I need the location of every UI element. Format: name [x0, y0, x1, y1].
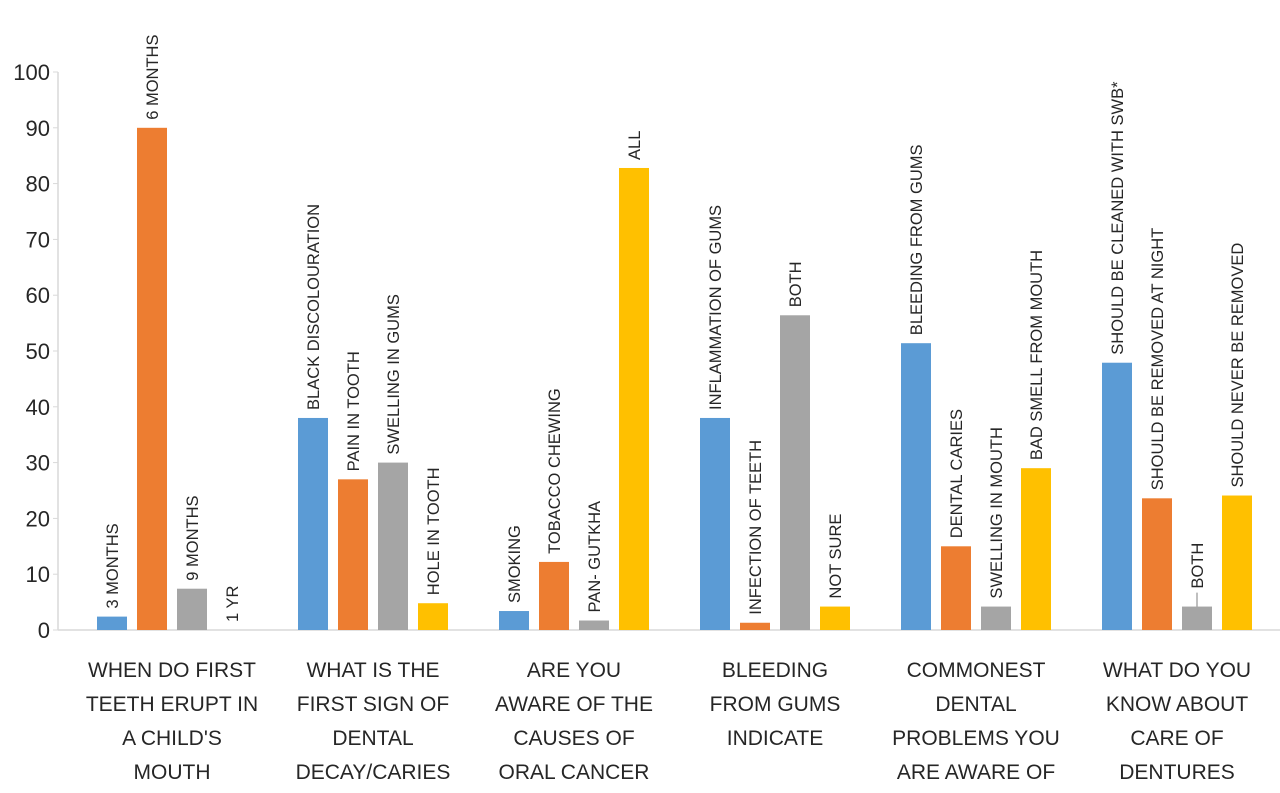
- bar: [1021, 468, 1051, 630]
- bar: [298, 417, 328, 630]
- y-tick-label: 50: [26, 339, 50, 364]
- y-tick-label: 100: [13, 60, 50, 85]
- bar-label: 6 MONTHS: [144, 35, 162, 120]
- bar: [137, 127, 167, 631]
- bar-label: SHOULD BE CLEANED WITH SWB*: [1109, 81, 1127, 355]
- y-tick-label: 60: [26, 283, 50, 308]
- category-label: MOUTH: [134, 761, 211, 784]
- y-tick-label: 80: [26, 172, 50, 197]
- bar-label: INFECTION OF TEETH: [747, 440, 765, 615]
- category-label: DENTAL: [332, 727, 413, 750]
- bar-label: SHOULD BE REMOVED AT NIGHT: [1149, 228, 1167, 491]
- category-label: PROBLEMS YOU: [892, 727, 1060, 750]
- bar-label: 9 MONTHS: [184, 495, 202, 580]
- bar-label: HOLE IN TOOTH: [425, 467, 443, 595]
- bar-label: SWELLING IN GUMS: [385, 294, 403, 454]
- category-label: A CHILD'S: [122, 727, 222, 750]
- bar: [820, 606, 850, 630]
- category-label: BLEEDING: [722, 659, 828, 682]
- bar: [338, 479, 368, 630]
- bar-label: INFLAMMATION OF GUMS: [707, 205, 725, 410]
- category-label: ORAL CANCER: [499, 761, 650, 784]
- y-tick-label: 20: [26, 506, 50, 531]
- category-label: DECAY/CARIES: [296, 761, 451, 784]
- bar: [941, 546, 971, 630]
- bar: [579, 620, 609, 630]
- category-label: WHEN DO FIRST: [88, 659, 256, 682]
- category-label: AWARE OF THE: [495, 693, 653, 716]
- category-label: FROM GUMS: [710, 693, 841, 716]
- category-label: INDICATE: [727, 727, 823, 750]
- bar: [97, 616, 127, 630]
- bar-label: BAD SMELL FROM MOUTH: [1028, 250, 1046, 460]
- bar-label: BLACK DISCOLOURATION: [305, 204, 323, 410]
- bar-label: BLEEDING FROM GUMS: [908, 145, 926, 336]
- category-label: ARE YOU: [527, 659, 621, 682]
- category-label: CARE OF: [1130, 727, 1223, 750]
- y-tick-label: 90: [26, 116, 50, 141]
- bar-label: 1 YR: [224, 586, 242, 622]
- y-tick-label: 10: [26, 562, 50, 587]
- bar-label: PAN- GUTKHA: [586, 501, 604, 613]
- bar: [418, 603, 448, 630]
- bar-label: SWELLING IN MOUTH: [988, 427, 1006, 598]
- category-label: WHAT IS THE: [306, 659, 439, 682]
- bar: [700, 417, 730, 630]
- category-label: CAUSES OF: [513, 727, 634, 750]
- category-label: COMMONEST: [907, 659, 1046, 682]
- bar: [378, 462, 408, 630]
- y-tick-label: 0: [38, 618, 50, 643]
- bar: [1222, 495, 1252, 630]
- bar-label: NOT SURE: [827, 514, 845, 599]
- category-label: TEETH ERUPT IN: [86, 693, 258, 716]
- bar-label: SHOULD NEVER BE REMOVED: [1229, 243, 1247, 488]
- bar: [499, 611, 529, 630]
- bar: [1182, 606, 1212, 630]
- bar-label: BOTH: [787, 261, 805, 307]
- bar: [780, 315, 810, 630]
- bar-label: SMOKING: [506, 525, 524, 603]
- bar: [539, 561, 569, 630]
- bar-label: PAIN IN TOOTH: [345, 351, 363, 471]
- bar: [740, 622, 770, 630]
- bar-label: DENTAL CARIES: [948, 409, 966, 538]
- bar: [1102, 362, 1132, 630]
- category-label: DENTURES: [1119, 761, 1235, 784]
- bar-label: BOTH: [1189, 543, 1207, 589]
- bar: [1142, 498, 1172, 630]
- bar-label: ALL: [626, 131, 644, 160]
- category-label: WHAT DO YOU: [1103, 659, 1251, 682]
- category-label: KNOW ABOUT: [1106, 693, 1249, 716]
- bar: [619, 167, 649, 630]
- bar: [901, 343, 931, 630]
- bar-label: 3 MONTHS: [104, 523, 122, 608]
- bar-label: TOBACCO CHEWING: [546, 388, 564, 554]
- bar: [177, 588, 207, 630]
- y-tick-label: 70: [26, 227, 50, 252]
- category-label: ARE AWARE OF: [897, 761, 1055, 784]
- y-tick-label: 30: [26, 451, 50, 476]
- bar: [981, 606, 1011, 630]
- category-label: DENTAL: [935, 693, 1016, 716]
- y-tick-label: 40: [26, 395, 50, 420]
- category-label: FIRST SIGN OF: [297, 693, 449, 716]
